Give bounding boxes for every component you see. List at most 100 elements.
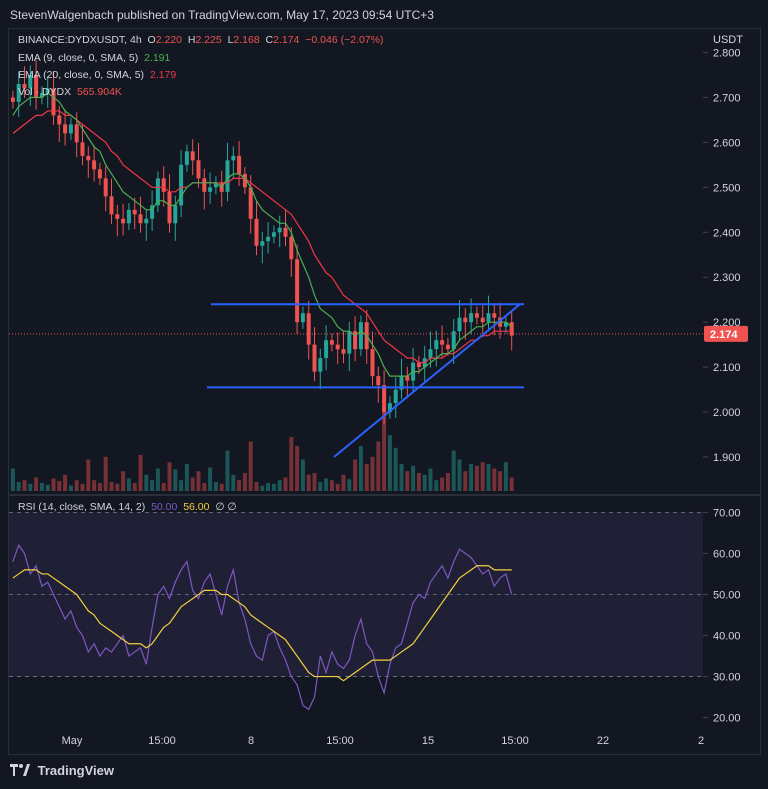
volume-bar (324, 478, 329, 491)
candle-body (445, 344, 450, 350)
candle-body (155, 178, 160, 206)
candle-body (126, 209, 131, 224)
time-tick-label: May (62, 735, 83, 747)
candle-body (329, 340, 334, 345)
time-tick-label: 15:00 (326, 735, 354, 747)
candle-body (324, 340, 329, 359)
volume-bar (405, 471, 410, 491)
candle-body (318, 358, 323, 372)
candle-body (109, 196, 114, 215)
candle-body (237, 155, 242, 174)
volume-value: 565.904K (76, 86, 122, 98)
rsi-value: 50.00 (151, 501, 178, 513)
rsi-tick-label: 50.00 (713, 589, 741, 601)
volume-bar (440, 477, 445, 491)
price-legend: BINANCE:DYDXUSDT, 4h O2.220 H2.225 L2.16… (18, 34, 383, 46)
candle-body (492, 313, 497, 318)
price-tick-label: 2.800 (713, 47, 741, 59)
candle-body (399, 376, 404, 390)
candle-body (428, 349, 433, 359)
candle-body (335, 344, 340, 350)
volume-bar (266, 482, 271, 491)
candle-body (370, 349, 375, 377)
candle-body (486, 313, 491, 323)
volume-bar (63, 474, 68, 491)
volume-bar (463, 471, 468, 491)
volume-bar (219, 483, 224, 491)
volume-bar (155, 468, 160, 491)
rsi-tick-label: 40.00 (713, 631, 741, 643)
tradingview-brand: TradingView (37, 763, 114, 778)
candle-body (28, 74, 33, 89)
candle-body (341, 349, 346, 354)
candle-body (474, 313, 479, 318)
volume-bar (416, 473, 421, 491)
volume-bar (237, 480, 242, 491)
rsi-tick-label: 70.00 (713, 507, 741, 519)
candle-body (283, 227, 288, 237)
volume-bar (248, 441, 253, 491)
candle-body (202, 178, 207, 192)
candle-body (34, 74, 39, 98)
ema9-value: 2.191 (144, 52, 171, 64)
volume-bar (202, 482, 207, 491)
candle-body (300, 313, 305, 323)
volume-bar (132, 482, 137, 491)
candle-body (173, 205, 178, 224)
rsi-tick-label: 20.00 (713, 713, 741, 725)
volume-bar (382, 405, 387, 491)
candle-body (161, 178, 166, 192)
candle-body (225, 160, 230, 192)
candle-body (242, 173, 247, 188)
attribution-text: StevenWalgenbach published on TradingVie… (10, 8, 434, 22)
candle-body (509, 322, 514, 336)
candle-body (115, 214, 120, 219)
tradingview-logo[interactable]: TradingView (10, 763, 114, 779)
high-label: H (187, 34, 196, 46)
candle-body (45, 88, 50, 93)
candle-body (167, 191, 172, 224)
ema9-legend: EMA (9, close, 0, SMA, 5) 2.191 (18, 52, 170, 64)
candle-body (190, 151, 195, 161)
ema20-legend: EMA (20, close, 0, SMA, 5) 2.179 (18, 69, 176, 81)
candle-body (405, 376, 410, 381)
volume-bar (329, 480, 334, 491)
candle-body (469, 313, 474, 323)
volume-bar (370, 456, 375, 491)
chart-frame (8, 28, 761, 755)
volume-bar (480, 462, 485, 491)
volume-bar (16, 482, 21, 491)
rsi-tick-label: 30.00 (713, 672, 741, 684)
candle-body (295, 259, 300, 323)
candle-body (150, 205, 155, 219)
volume-bar (306, 474, 311, 491)
ascending-trendline (333, 303, 521, 458)
volume-legend: Vol · DYDX 565.904K (18, 86, 122, 98)
volume-bar (190, 477, 195, 491)
attribution-bar: StevenWalgenbach published on TradingVie… (0, 0, 768, 30)
tradingview-logo-icon (10, 764, 30, 779)
candle-body (92, 160, 97, 170)
price-tick-label: 2.400 (713, 227, 741, 239)
candle-body (463, 317, 468, 323)
ema20-value: 2.179 (149, 69, 177, 81)
candle-body (503, 322, 508, 327)
candle-body (231, 155, 236, 161)
volume-bar (231, 474, 236, 491)
candle-body (80, 142, 85, 156)
candle-body (382, 385, 387, 413)
volume-bar (358, 446, 363, 491)
volume-bar (121, 471, 126, 491)
candle-body (289, 236, 294, 260)
volume-bar (295, 446, 300, 491)
low-value: 2.168 (233, 34, 260, 46)
candle-body (393, 389, 398, 404)
volume-bar (393, 447, 398, 491)
rsi-label: RSI (14, close, SMA, 14, 2) (18, 501, 146, 513)
volume-bar (503, 462, 508, 491)
volume-bar (10, 468, 15, 491)
volume-bar (498, 471, 503, 491)
volume-bar (225, 450, 230, 491)
volume-bar (167, 462, 172, 491)
